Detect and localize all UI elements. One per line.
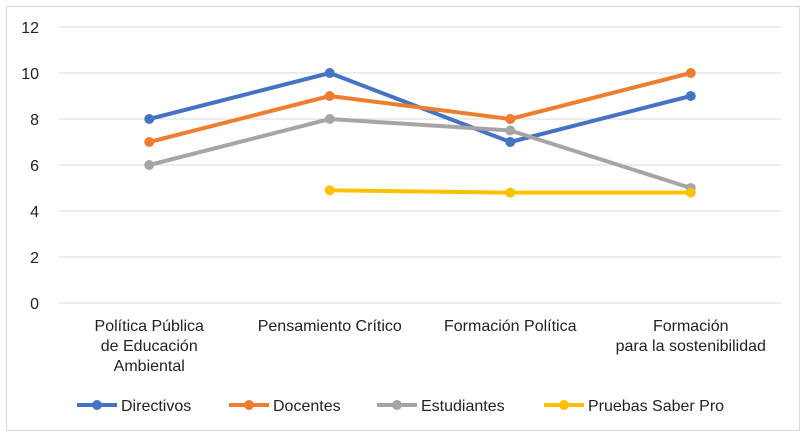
- data-point: [324, 114, 335, 124]
- x-category-label-line: Formación Política: [444, 318, 577, 335]
- x-category-label-line: para la sostenibilidad: [616, 338, 766, 355]
- series-docentes: [144, 68, 696, 147]
- data-point: [505, 187, 516, 198]
- legend-label: Docentes: [273, 398, 341, 415]
- x-category-label: Pensamiento Crítico: [258, 318, 402, 335]
- data-point: [505, 137, 516, 147]
- x-category-label-line: Ambiental: [114, 358, 185, 375]
- data-point: [144, 160, 155, 170]
- legend-swatch-marker: [392, 400, 402, 410]
- series-line: [147, 117, 693, 190]
- data-point: [505, 114, 516, 124]
- data-point: [324, 185, 335, 196]
- legend-swatch-marker: [92, 400, 102, 410]
- y-tick-label: 6: [30, 158, 39, 175]
- legend-item: Directivos: [77, 398, 191, 415]
- legend-swatch-marker: [559, 400, 569, 410]
- gridlines: [59, 26, 781, 304]
- data-point: [324, 68, 335, 78]
- x-category-label-line: Pensamiento Crítico: [258, 318, 402, 335]
- x-category-label-line: Formación: [653, 318, 729, 335]
- legend: Directivos Docentes Estudiantes Pruebas Sab…: [77, 398, 724, 415]
- data-point: [685, 187, 696, 198]
- line-chart: 0 2 4 6 8 10 12 Política Pública de Educación Am…: [21, 20, 781, 415]
- series-line: [147, 71, 693, 144]
- x-category-label: Formación Política: [444, 318, 577, 335]
- y-axis-ticks: 0 2 4 6 8 10 12: [21, 20, 39, 313]
- legend-swatch-marker: [244, 400, 254, 410]
- y-tick-label: 8: [30, 112, 39, 129]
- x-category-label-line: de Educación: [101, 338, 198, 355]
- y-tick-label: 0: [30, 296, 39, 313]
- data-point: [685, 68, 696, 78]
- y-tick-label: 12: [21, 20, 39, 37]
- legend-label: Estudiantes: [421, 398, 505, 415]
- legend-item: Pruebas Saber Pro: [544, 398, 724, 415]
- chart-frame: 0 2 4 6 8 10 12 Política Pública de Educación Am…: [6, 6, 800, 431]
- series-lines: [144, 68, 696, 198]
- data-point: [144, 114, 155, 124]
- x-axis-categories: Política Pública de Educación Ambiental Pen…: [95, 318, 766, 375]
- legend-label: Pruebas Saber Pro: [588, 398, 724, 415]
- x-category-label: Formación para la sostenibilidad: [616, 318, 766, 355]
- data-point: [505, 125, 516, 136]
- y-tick-label: 10: [21, 66, 39, 83]
- y-tick-label: 2: [30, 250, 39, 267]
- data-point: [324, 91, 335, 101]
- legend-item: Docentes: [229, 398, 341, 415]
- x-category-label-line: Política Pública: [95, 318, 204, 335]
- data-point: [685, 91, 696, 101]
- series-pruebas-saber-pro: [324, 185, 696, 198]
- x-category-label: Política Pública de Educación Ambiental: [95, 318, 204, 375]
- data-point: [144, 137, 155, 147]
- y-tick-label: 4: [30, 204, 39, 221]
- legend-item: Estudiantes: [377, 398, 505, 415]
- series-estudiantes: [144, 114, 696, 193]
- legend-label: Directivos: [121, 398, 191, 415]
